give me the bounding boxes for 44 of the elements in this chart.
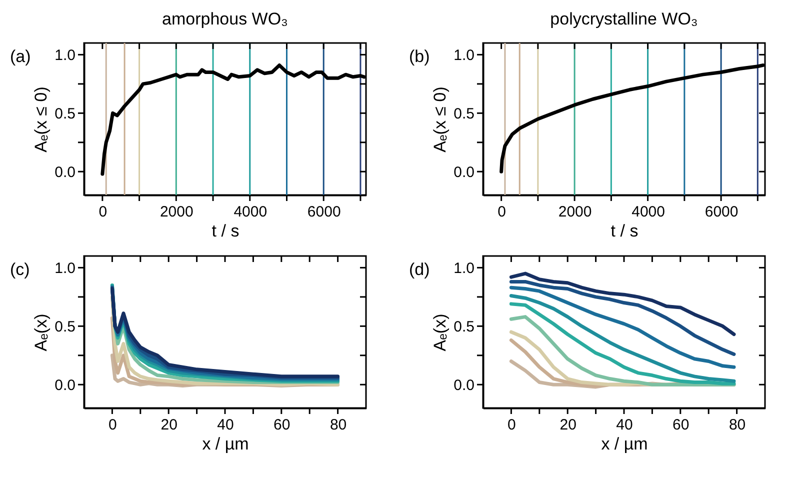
x-tick-label: 80	[330, 416, 347, 434]
x-tick-label: 0	[498, 204, 506, 220]
x-tick-label: 6000	[704, 204, 738, 220]
y-tick-label: 1.0	[54, 47, 76, 64]
y-tick-label: 0.0	[54, 377, 76, 394]
y-tick-label: 0.0	[454, 164, 474, 182]
y-axis-title: Aₑ(x)	[32, 314, 51, 352]
x-tick-label: 2000	[160, 204, 194, 220]
x-tick-label: 6000	[307, 204, 341, 220]
x-axis-title: t / s	[212, 222, 240, 240]
y-tick-label: 1.0	[454, 47, 474, 64]
x-tick-label: 4000	[234, 204, 268, 220]
y-tick-label: 0.5	[54, 318, 76, 336]
x-tick-label: 4000	[632, 204, 665, 220]
text: (a)	[10, 47, 31, 66]
y-tick-label: 0.5	[454, 106, 474, 123]
x-tick-label: 60	[274, 416, 290, 434]
x-tick-label: 0	[508, 416, 516, 434]
y-axis-title: Aₑ(x ≤ 0)	[32, 86, 51, 152]
x-tick-label: 40	[616, 416, 633, 434]
y-axis-title: Aₑ(x)	[430, 314, 450, 352]
x-axis-title: x / µm	[202, 434, 249, 454]
x-tick-label: 40	[217, 416, 234, 434]
y-tick-label: 1.0	[54, 260, 76, 278]
x-tick-label: 20	[560, 416, 576, 434]
y-axis-title: Aₑ(x ≤ 0)	[430, 86, 450, 152]
x-tick-label: 0	[98, 204, 108, 220]
x-tick-label: 2000	[558, 204, 592, 220]
x-axis-title: t / s	[610, 222, 638, 240]
x-tick-label: 0	[108, 416, 117, 434]
chart-title: polycrystalline WO₃	[550, 9, 698, 28]
y-tick-label: 0.5	[54, 106, 76, 123]
text: (d)	[409, 260, 430, 279]
y-tick-label: 0.0	[54, 164, 76, 182]
text: (b)	[409, 47, 430, 66]
y-tick-label: 0.5	[454, 318, 474, 336]
y-tick-label: 0.0	[454, 377, 474, 394]
x-tick-label: 60	[672, 416, 690, 434]
text: (c)	[10, 260, 30, 279]
x-tick-label: 80	[728, 416, 746, 434]
chart-title: amorphous WO₃	[162, 9, 288, 28]
x-tick-label: 20	[160, 416, 178, 434]
x-axis-title: x / µm	[601, 434, 648, 454]
y-tick-label: 1.0	[454, 260, 474, 278]
